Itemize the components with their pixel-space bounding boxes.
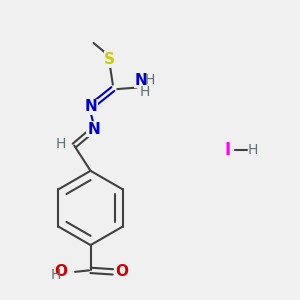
Text: N: N [84, 99, 97, 114]
Text: H: H [56, 137, 66, 151]
Text: O: O [54, 264, 68, 279]
Text: H: H [144, 73, 154, 87]
Text: I: I [224, 141, 230, 159]
Text: H: H [50, 268, 61, 282]
Text: N: N [87, 122, 100, 137]
Text: S: S [104, 52, 116, 67]
Text: H: H [248, 143, 258, 157]
Text: H: H [140, 85, 150, 99]
Text: N: N [135, 73, 148, 88]
Text: O: O [115, 264, 128, 279]
